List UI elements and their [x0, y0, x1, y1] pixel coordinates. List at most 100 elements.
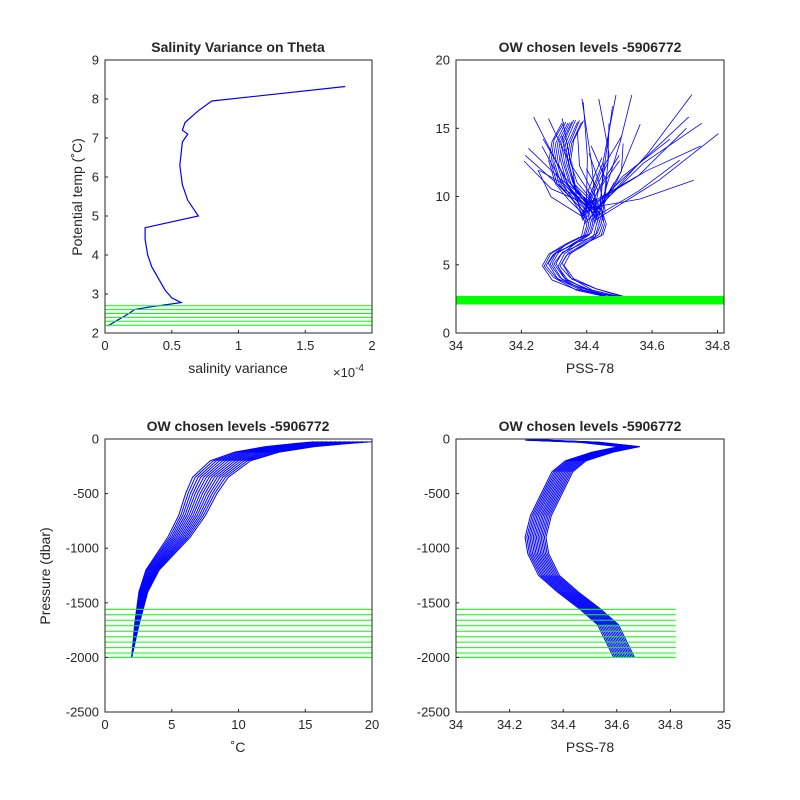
- panel2-axes-box: [455, 59, 725, 334]
- theta-salinity-profile-upper: [589, 128, 687, 205]
- theta-salinity-profile: [549, 122, 623, 302]
- theta-salinity-profile-upper: [600, 94, 633, 206]
- theta-salinity-profile-upper: [591, 155, 620, 221]
- theta-salinity-profile-upper: [542, 138, 593, 207]
- panel3-axes-box: [104, 438, 373, 713]
- temp-pressure-profile: [131, 441, 332, 658]
- panel4-xlabel: PSS-78: [566, 739, 614, 755]
- temp-pressure-profile: [131, 441, 319, 658]
- y-tick-label: 5: [443, 257, 450, 272]
- theta-salinity-profile: [541, 123, 615, 300]
- theta-salinity-profile-upper: [525, 155, 596, 206]
- x-tick-label: 0: [101, 338, 108, 353]
- panel3-title: OW chosen levels -5906772: [147, 418, 330, 434]
- y-tick-label: 6: [92, 170, 99, 185]
- panel1-title: Salinity Variance on Theta: [151, 39, 325, 55]
- theta-salinity-profile-upper: [581, 135, 623, 219]
- panel-ow-salinity-theta: OW chosen levels -5906772 PSS-78 34 34.2 3…: [436, 39, 731, 376]
- y-tick-label: 0: [443, 432, 450, 447]
- theta-salinity-profile: [555, 119, 628, 299]
- x-tick-label: 34.4: [574, 338, 599, 353]
- y-tick-label: 2: [92, 326, 99, 341]
- x-tick-label: 0: [101, 717, 108, 732]
- x-tick-label: 1.5: [296, 338, 314, 353]
- x-tick-label: 5: [168, 717, 175, 732]
- theta-salinity-profile-upper: [581, 98, 598, 217]
- y-tick-label: 4: [92, 248, 99, 263]
- y-tick-label: -2500: [417, 705, 450, 720]
- y-tick-label: 20: [436, 53, 450, 68]
- x-tick-label: 10: [231, 717, 245, 732]
- y-tick-label: 8: [92, 92, 99, 107]
- x-tick-label: 20: [365, 717, 379, 732]
- theta-salinity-profile: [543, 122, 617, 300]
- panel1-x-exponent: ×10-4: [333, 363, 364, 380]
- y-tick-label: -1500: [66, 595, 99, 610]
- x-tick-label: 34.4: [551, 717, 576, 732]
- x-tick-label: 34.6: [604, 717, 629, 732]
- panel4-title: OW chosen levels -5906772: [499, 418, 682, 434]
- theta-salinity-profile-upper: [587, 157, 603, 223]
- y-tick-label: -500: [73, 486, 99, 501]
- theta-salinity-profile-upper: [591, 122, 703, 214]
- x-tick-label: 34.8: [705, 338, 730, 353]
- theta-salinity-profile: [553, 119, 627, 301]
- temp-pressure-profile: [131, 441, 368, 658]
- theta-salinity-profile-upper: [583, 179, 694, 210]
- theta-salinity-profile-upper: [594, 124, 641, 220]
- y-tick-label: -2000: [417, 650, 450, 665]
- x-tick-label: 34.6: [639, 338, 664, 353]
- theta-salinity-profile-upper: [537, 169, 583, 217]
- theta-salinity-profile: [557, 121, 630, 301]
- y-tick-label: 5: [92, 209, 99, 224]
- salinity-pressure-profile: [545, 439, 640, 658]
- y-tick-label: 0: [92, 432, 99, 447]
- temp-pressure-profile: [131, 441, 359, 658]
- theta-salinity-profile-upper: [548, 118, 583, 220]
- y-tick-label: 9: [92, 53, 99, 68]
- temp-pressure-profile: [131, 441, 328, 658]
- y-tick-label: 15: [436, 121, 450, 136]
- x-tick-label: 0.5: [163, 338, 181, 353]
- temp-pressure-profile: [131, 441, 315, 658]
- panel2-xlabel: PSS-78: [566, 360, 614, 376]
- theta-salinity-profile-upper: [600, 162, 605, 222]
- theta-salinity-profile-upper: [561, 118, 601, 210]
- theta-salinity-profile: [559, 120, 632, 301]
- theta-salinity-profile-upper: [598, 98, 610, 205]
- x-tick-label: 34.8: [658, 717, 683, 732]
- panel-ow-temp-pressure: OW chosen levels -5906772 ˚C Pressure (d…: [37, 418, 379, 755]
- panel4-axes-box: [455, 438, 725, 713]
- theta-salinity-profile-upper: [581, 94, 617, 217]
- y-tick-label: -1500: [417, 595, 450, 610]
- x-tick-label: 34: [449, 717, 463, 732]
- y-tick-label: -1000: [417, 541, 450, 556]
- temp-pressure-profile: [131, 441, 364, 658]
- theta-salinity-profile-upper: [523, 160, 599, 210]
- temp-pressure-profile: [131, 441, 346, 658]
- panel-salinity-variance: Salinity Variance on Theta salinity vari…: [69, 39, 376, 380]
- y-tick-label: 0: [443, 326, 450, 341]
- theta-salinity-profile: [547, 122, 621, 301]
- temp-pressure-profile: [131, 441, 373, 658]
- theta-salinity-profile-upper: [577, 130, 602, 210]
- temp-pressure-profile: [131, 441, 350, 658]
- panel1-xlabel: salinity variance: [188, 360, 288, 376]
- panel3-xlabel: ˚C: [231, 739, 246, 755]
- temp-pressure-profile: [131, 441, 341, 658]
- theta-salinity-profile-upper: [582, 102, 588, 209]
- temp-pressure-profile: [131, 441, 324, 658]
- y-tick-label: -1000: [66, 541, 99, 556]
- panel1-ylabel: Potential temp (˚C): [69, 138, 85, 255]
- panel-ow-salinity-pressure: OW chosen levels -5906772 PSS-78 34 34.2 3…: [417, 418, 731, 755]
- x-tick-label: 34.2: [497, 717, 522, 732]
- y-tick-label: 7: [92, 131, 99, 146]
- x-tick-label: 2: [368, 338, 375, 353]
- y-tick-label: 3: [92, 287, 99, 302]
- variance-series-line: [107, 85, 346, 327]
- theta-salinity-profile-upper: [590, 145, 608, 221]
- temp-pressure-profile: [131, 441, 355, 658]
- panel1-axes-box: [104, 59, 373, 334]
